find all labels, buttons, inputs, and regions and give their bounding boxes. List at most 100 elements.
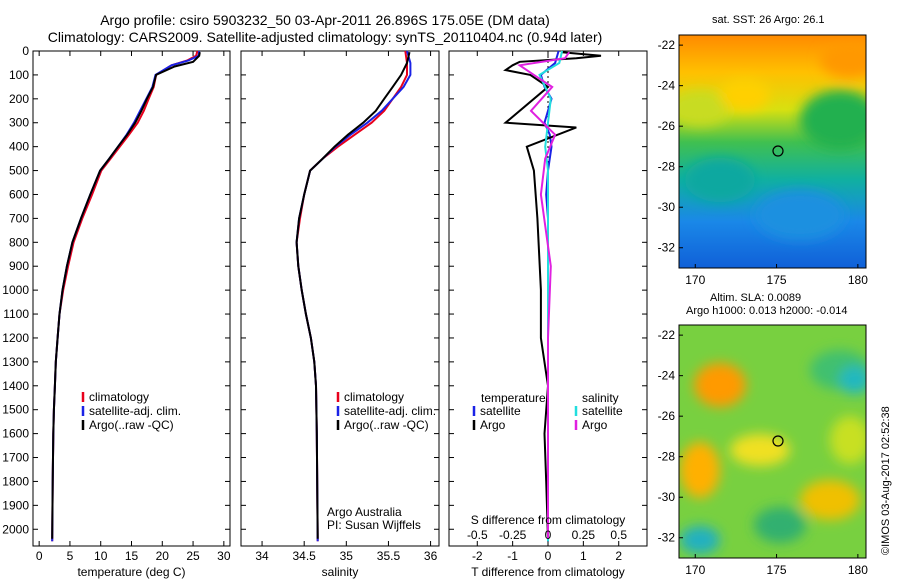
y-tick-label: 400 <box>9 140 29 154</box>
x-tick-label-difference: 2 <box>615 549 622 563</box>
x-axis-label-difference: T difference from climatology <box>471 565 625 579</box>
profile-panels: 0 5 10 15 20 25 300100200300400500600700800900… <box>2 44 648 579</box>
map-x-tick-label: 175 <box>767 273 787 287</box>
y-tick-label: 900 <box>9 259 29 273</box>
sla-map-frame <box>678 324 867 559</box>
y-tick-label: 1900 <box>2 498 29 512</box>
x-tick-label-temperature: 15 <box>125 549 139 563</box>
y-tick-label: 100 <box>9 68 29 82</box>
y-tick-label: 1000 <box>2 283 29 297</box>
sst-argo-location-marker <box>772 145 784 157</box>
series-line-s-argo <box>517 51 571 539</box>
sla-argo-location-marker <box>772 435 784 447</box>
map-y-tick-label: -22 <box>658 38 676 52</box>
map-y-tick-label: -28 <box>658 160 676 174</box>
series-line-argo-raw-qc- <box>51 52 201 539</box>
y-tick-label: 2000 <box>2 522 29 536</box>
y-tick-label: 200 <box>9 92 29 106</box>
y-tick-label: 1700 <box>2 451 29 465</box>
sla-map-axes: 170 175 180 -22 -24 -26 -28 -30 -32 <box>658 328 869 577</box>
series-line-s-satellite <box>538 50 564 542</box>
y-tick-label: 1800 <box>2 474 29 488</box>
sla-map-subtitle: Argo h1000: 0.013 h2000: -0.014 <box>686 305 848 317</box>
y-tick-label: 800 <box>9 235 29 249</box>
top-tick-label-salinity-difference: -0.25 <box>499 528 527 542</box>
x-tick-label-salinity: 35 <box>340 549 354 563</box>
y-tick-label: 300 <box>9 116 29 130</box>
map-y-tick-label: -30 <box>658 490 676 504</box>
pi-annotation: PI: Susan Wijffels <box>327 518 421 532</box>
x-tick-label-salinity: 36 <box>424 549 438 563</box>
top-tick-label-salinity-difference: 0.5 <box>610 528 627 542</box>
x-tick-label-temperature: 20 <box>156 549 170 563</box>
x-tick-label-temperature: 30 <box>217 549 231 563</box>
x-tick-label-salinity: 35.5 <box>377 549 401 563</box>
map-y-tick-label: -26 <box>658 409 676 423</box>
pi-annotation: Argo Australia <box>327 505 402 519</box>
legend-label-temperature: satellite-adj. clim. <box>89 404 181 418</box>
x-tick-label-salinity: 34.5 <box>293 549 317 563</box>
chart-title-line2: Climatology: CARS2009. Satellite-adjuste… <box>47 29 603 45</box>
series-line-argo-raw-qc- <box>295 51 411 539</box>
x-tick-label-salinity: 34 <box>255 549 269 563</box>
y-tick-label: 500 <box>9 164 29 178</box>
imos-credit: ©IMOS 03-Aug-2017 02:52:38 <box>880 406 892 555</box>
map-y-tick-label: -24 <box>658 369 676 383</box>
map-y-tick-label: -22 <box>658 328 676 342</box>
sst-map-texture <box>679 42 866 240</box>
map-x-tick-label: 175 <box>767 563 787 577</box>
map-y-tick-label: -30 <box>658 200 676 214</box>
y-tick-label: 600 <box>9 187 29 201</box>
map-y-tick-label: -32 <box>658 241 676 255</box>
map-y-tick-label: -28 <box>658 450 676 464</box>
sst-map-panel: 170 175 180 -22 -24 -26 -28 -30 -32 <box>658 34 869 287</box>
sst-map-title: sat. SST: 26 Argo: 26.1 <box>712 14 825 26</box>
legend-label-salinity: satellite-adj. clim. <box>344 404 436 418</box>
legend-label-temperature: Argo <box>480 418 506 432</box>
legend-label-temperature: Argo(..raw -QC) <box>89 418 174 432</box>
map-y-tick-label: -24 <box>658 79 676 93</box>
y-tick-label: 0 <box>22 44 29 58</box>
map-x-tick-label: 180 <box>848 273 868 287</box>
top-tick-label-salinity-difference: 0 <box>545 528 552 542</box>
sla-map-panel: 170 175 180 -22 -24 -26 -28 -30 -32 <box>658 324 869 577</box>
sla-map-title: Altim. SLA: 0.0089 <box>710 292 802 304</box>
sst-map-axes: 170 175 180 -22 -24 -26 -28 -30 -32 <box>658 38 869 287</box>
y-tick-label: 1100 <box>3 307 29 321</box>
legend-label-temperature: climatology <box>89 390 149 404</box>
y-tick-label: 1400 <box>2 379 29 393</box>
y-tick-label: 1300 <box>2 355 29 369</box>
legend-label-salinity: Argo <box>582 418 608 432</box>
x-tick-label-temperature: 25 <box>186 549 200 563</box>
y-tick-label: 1500 <box>2 403 29 417</box>
top-tick-label-salinity-difference: 0.25 <box>572 528 596 542</box>
x-tick-label-temperature: 0 <box>36 549 43 563</box>
sst-map-frame <box>678 34 867 269</box>
legend-label-temperature: satellite <box>480 404 521 418</box>
x-tick-label-temperature: 5 <box>67 549 74 563</box>
map-x-tick-label: 170 <box>685 273 705 287</box>
x-axis-label-salinity: salinity <box>322 565 359 579</box>
legend-label-salinity: climatology <box>344 390 404 404</box>
y-tick-label: 700 <box>9 211 29 225</box>
plot-frame-salinity <box>240 50 440 547</box>
top-axis-label-salinity-difference: S difference from climatology <box>471 513 626 527</box>
panel-difference: -2 -1 0 1 2 T difference from climatology temp… <box>448 50 648 579</box>
x-tick-label-difference: -1 <box>507 549 518 563</box>
legend-label-salinity: Argo(..raw -QC) <box>344 418 429 432</box>
panel-salinity: 34 34.5 35 35.5 36 salinity climatologysatelli… <box>240 50 440 579</box>
top-tick-label-salinity-difference: -0.5 <box>467 528 488 542</box>
legend-label-salinity: satellite <box>582 404 623 418</box>
x-tick-label-difference: -2 <box>472 549 483 563</box>
legend-salinity-header: salinity <box>582 391 619 405</box>
map-x-tick-label: 170 <box>685 563 705 577</box>
x-tick-label-temperature: 10 <box>94 549 108 563</box>
y-tick-label: 1600 <box>2 427 29 441</box>
sla-map-texture <box>680 350 866 554</box>
chart-title-line1: Argo profile: csiro 5903232_50 03-Apr-20… <box>100 12 550 28</box>
x-tick-label-difference: 1 <box>580 549 587 563</box>
legend-temperature-header: temperature <box>481 391 546 405</box>
map-y-tick-label: -32 <box>658 531 676 545</box>
x-axis-label-temperature: temperature (deg C) <box>77 565 185 579</box>
